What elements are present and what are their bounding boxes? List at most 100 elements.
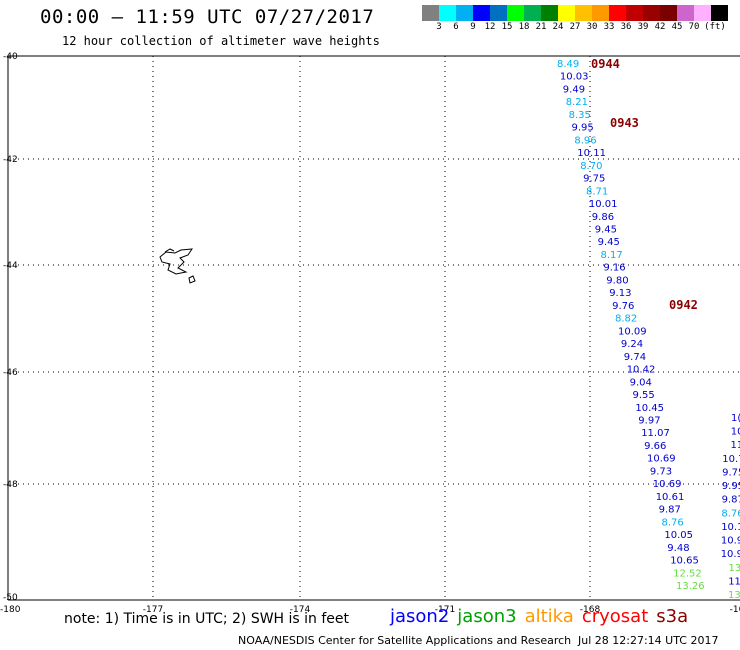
track-value: 10.9: [721, 549, 740, 560]
colorbar-swatch: [439, 5, 456, 21]
track-value: 13: [728, 590, 740, 601]
colorbar-swatch: [558, 5, 575, 21]
track-value: 9.48: [667, 543, 689, 554]
track-value: 9.45: [598, 237, 620, 248]
lon-label: -174: [290, 605, 311, 615]
colorbar-swatch: [507, 5, 524, 21]
lon-label: -177: [143, 605, 163, 615]
track-value: 10.90: [721, 536, 740, 547]
pass-time-label: 0942: [669, 298, 698, 312]
lon-label: -16: [730, 605, 740, 615]
colorbar-swatch: [473, 5, 490, 21]
legend-item-jason3: jason3: [457, 606, 517, 627]
footer-timestamp: Jul 28 12:27:14 UTC 2017: [578, 634, 719, 647]
track-value: 9.95: [572, 123, 594, 134]
track-value: 8.35: [569, 110, 591, 121]
track-value: 10.7: [722, 454, 740, 465]
track-value: 10.12: [721, 522, 740, 533]
legend-item-jason2: jason2: [390, 606, 450, 627]
track-value: 9.95: [722, 481, 740, 492]
legend-item-altika: altika: [524, 606, 574, 627]
track-value: 9.13: [609, 288, 631, 299]
colorbar-swatch: [609, 5, 626, 21]
track-value: 9.87: [659, 505, 681, 516]
track-value: 10.65: [670, 556, 699, 567]
colorbar-swatch: [592, 5, 609, 21]
track-value: 10.42: [627, 365, 656, 376]
longitude-labels: -180 -177 -174 -171 -168 -16: [0, 605, 740, 615]
lon-label: -180: [0, 605, 21, 615]
colorbar-swatch: [711, 5, 728, 21]
track-value: 8.49: [557, 59, 579, 70]
track-value: 9.75: [722, 468, 740, 479]
track-value: 11.: [731, 440, 740, 451]
track-value: 8.17: [601, 250, 623, 261]
track-value: 10.11: [577, 148, 606, 159]
track-value: 9.80: [606, 275, 628, 286]
track-value: 10.03: [560, 72, 589, 83]
colorbar-label: 33: [603, 22, 615, 32]
colorbar-swatch: [456, 5, 473, 21]
track-value: 10.05: [664, 530, 693, 541]
colorbar-label: 12: [484, 22, 496, 32]
track-value: 10.09: [618, 326, 647, 337]
track-value: 13.: [729, 563, 740, 574]
track-value: 8.76: [662, 517, 684, 528]
chart-title: 00:00 – 11:59 UTC 07/27/2017: [40, 6, 375, 28]
track-value: 8.70: [580, 161, 602, 172]
track-value: 10: [731, 427, 740, 438]
track-value: 9.49: [563, 85, 585, 96]
lat-label: -50: [3, 593, 18, 603]
pass-time-labels: 0944 0943 0942: [591, 57, 698, 312]
colorbar-label: 45: [671, 22, 683, 32]
track-value: 9.45: [595, 225, 617, 236]
colorbar-swatch: [626, 5, 643, 21]
track-value: 9.86: [592, 212, 614, 223]
lat-label: -48: [3, 480, 18, 490]
legend-item-cryosat: cryosat: [581, 606, 649, 627]
lon-label: -171: [435, 605, 455, 615]
track-value: 10.61: [656, 492, 685, 503]
track-main-values: 8.49 10.03 9.498.21 8.35 9.958.96 10.11 8.70 9.…: [557, 59, 705, 592]
colorbar-label: 42: [654, 22, 666, 32]
track-value: 9.04: [630, 377, 652, 388]
colorbar-label: 30: [586, 22, 598, 32]
track-value: 10.69: [653, 479, 682, 490]
track-value: 9.76: [612, 301, 634, 312]
colorbar-swatch: [490, 5, 507, 21]
track-value: 10.45: [635, 403, 664, 414]
pass-time-label: 0943: [610, 116, 639, 130]
track-value: 12.52: [673, 568, 702, 579]
colorbar-label: 24: [552, 22, 564, 32]
colorbar-label: 9: [470, 22, 476, 32]
track-value: 13.26: [676, 581, 705, 592]
colorbar-label: 15: [501, 22, 513, 32]
track-value: 9.24: [621, 339, 643, 350]
footer-note: note: 1) Time is in UTC; 2) SWH is in fe…: [64, 611, 350, 627]
track-value: 9.97: [638, 416, 660, 427]
track-value: 1(: [731, 413, 740, 424]
latitude-labels: -40 -42 -44 -46 -48 -50: [3, 52, 18, 603]
map-frame: [8, 56, 740, 600]
colorbar-swatch: [524, 5, 541, 21]
track-value: 9.75: [583, 174, 605, 185]
colorbar: [422, 5, 728, 21]
lat-label: -40: [3, 52, 18, 62]
colorbar-label: 27: [569, 22, 581, 32]
track-value: 9.74: [624, 352, 646, 363]
graticule: [8, 56, 740, 600]
satellite-legend: jason2 jason3 altika cryosat s3a: [390, 606, 696, 627]
colorbar-label: 39: [637, 22, 649, 32]
colorbar-swatch: [694, 5, 711, 21]
track-value: 10.01: [589, 199, 618, 210]
colorbar-swatch: [575, 5, 592, 21]
colorbar-label: 36: [620, 22, 632, 32]
island-outline: [159, 248, 196, 284]
colorbar-swatch: [541, 5, 558, 21]
track-value: 11.07: [641, 428, 670, 439]
track-value: 9.55: [633, 390, 655, 401]
track-value: 8.96: [574, 135, 596, 146]
colorbar-swatch: [643, 5, 660, 21]
colorbar-label: (ft): [704, 22, 726, 32]
track-right-values: 1(10 11. 10.7 9.75 9.95 9.87 8.76 10.12 10.90 10.…: [721, 413, 740, 601]
